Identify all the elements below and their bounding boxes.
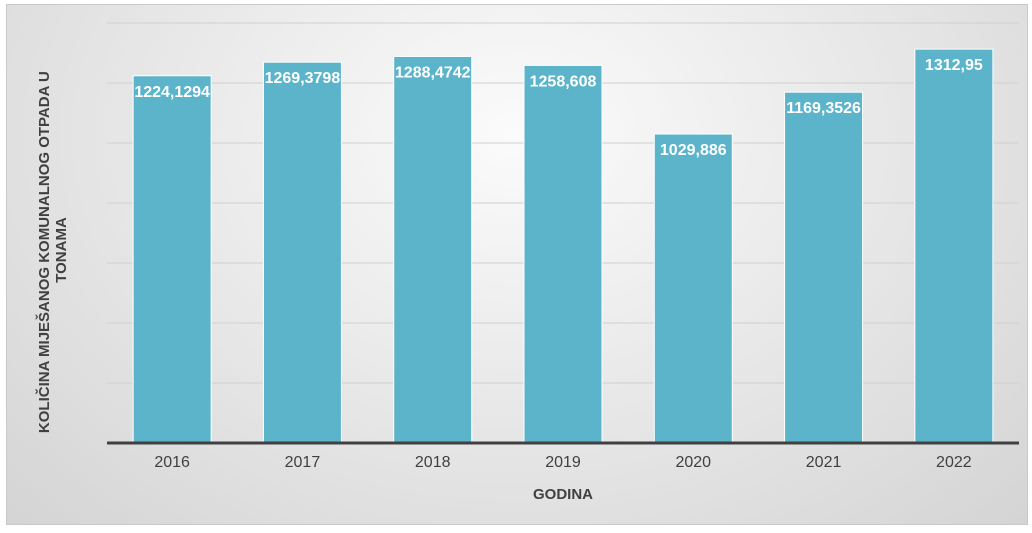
x-tick-2016: 2016 — [154, 454, 190, 471]
bar-2022 — [914, 48, 994, 444]
x-tick-labels: 2016 2017 2018 2019 2020 2021 2022 — [154, 454, 971, 471]
x-tick-2018: 2018 — [415, 454, 451, 471]
data-label-2022: 1312,95 — [925, 57, 983, 74]
bar-2016 — [132, 75, 212, 444]
bars — [132, 48, 994, 444]
x-axis-title: GODINA — [533, 486, 593, 503]
data-label-2016: 1224,1294 — [134, 84, 210, 101]
x-tick-2019: 2019 — [545, 454, 581, 471]
bar-2019 — [523, 64, 603, 444]
data-label-2020: 1029,886 — [660, 142, 727, 159]
y-axis-title-line-2: TONAMA — [53, 217, 70, 283]
x-tick-2020: 2020 — [675, 454, 711, 471]
data-label-2021: 1169,3526 — [786, 100, 861, 117]
data-labels: 1224,1294 1269,3798 1288,4742 1258,608 1029,… — [134, 57, 983, 159]
x-tick-2021: 2021 — [806, 454, 842, 471]
bar-2017 — [262, 61, 342, 444]
bar-2020 — [653, 133, 733, 444]
data-label-2017: 1269,3798 — [265, 70, 341, 87]
x-tick-2022: 2022 — [936, 454, 972, 471]
data-label-2018: 1288,4742 — [395, 64, 471, 81]
y-axis-title-line-1: KOLIČINA MIJEŠANOG KOMUNALNOG OTPADA U — [35, 71, 53, 433]
chart-area: 1224,1294 1269,3798 1288,4742 1258,608 1029,… — [6, 4, 1028, 525]
x-tick-2017: 2017 — [285, 454, 321, 471]
bar-chart: 1224,1294 1269,3798 1288,4742 1258,608 1029,… — [35, 22, 1019, 503]
bar-2021 — [784, 91, 864, 444]
bar-2018 — [393, 55, 473, 444]
y-axis-title: KOLIČINA MIJEŠANOG KOMUNALNOG OTPADA U T… — [35, 67, 70, 433]
data-label-2019: 1258,608 — [530, 73, 597, 90]
